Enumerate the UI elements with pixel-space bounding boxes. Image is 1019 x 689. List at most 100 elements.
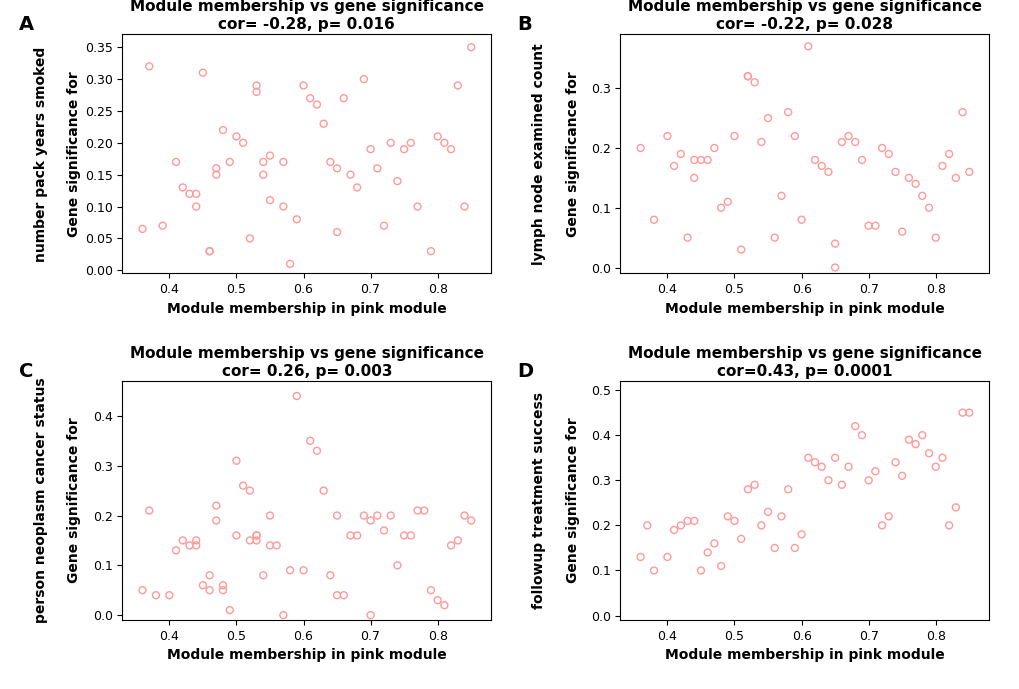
Text: Gene significance for: Gene significance for <box>67 71 82 237</box>
Point <box>772 190 789 201</box>
Point <box>746 480 762 491</box>
Point <box>913 430 929 441</box>
Point <box>242 233 258 244</box>
Point <box>362 144 378 155</box>
Point <box>187 535 204 546</box>
Point <box>302 93 318 104</box>
Point <box>395 530 412 541</box>
Point <box>187 540 204 551</box>
Point <box>672 520 688 531</box>
Point <box>429 595 445 606</box>
Point <box>455 201 472 212</box>
Point <box>672 148 688 159</box>
Point <box>395 144 412 155</box>
Point <box>954 407 970 418</box>
Point <box>342 169 359 181</box>
Point <box>201 246 217 257</box>
Point <box>645 565 661 576</box>
Point <box>275 156 291 167</box>
Point <box>322 156 338 167</box>
Point <box>920 448 936 459</box>
Point <box>328 590 344 601</box>
Point <box>759 506 775 517</box>
Point <box>348 182 365 193</box>
Point <box>342 530 359 541</box>
Point <box>699 547 715 558</box>
Point <box>382 510 398 521</box>
Point <box>449 535 466 546</box>
Point <box>793 214 809 225</box>
Point <box>262 510 278 521</box>
Point <box>201 585 217 596</box>
Point <box>806 154 822 165</box>
Point <box>947 172 963 183</box>
Point <box>739 71 755 82</box>
Point <box>328 510 344 521</box>
Point <box>309 99 325 110</box>
Point <box>913 190 929 201</box>
Title: Module membership vs gene significance
cor= 0.26, p= 0.003: Module membership vs gene significance c… <box>129 346 483 378</box>
X-axis label: Module membership in pink module: Module membership in pink module <box>167 648 446 662</box>
Point <box>275 610 291 621</box>
Point <box>375 220 391 232</box>
Point <box>793 529 809 540</box>
Point <box>705 538 721 549</box>
Point <box>463 515 479 526</box>
Point <box>375 525 391 536</box>
Point <box>712 203 729 214</box>
Point <box>780 484 796 495</box>
Point <box>315 119 331 130</box>
Point <box>846 136 862 147</box>
Point <box>826 452 843 463</box>
Point <box>686 515 702 526</box>
Title: Module membership vs gene significance
cor=0.43, p= 0.0001: Module membership vs gene significance c… <box>628 346 981 378</box>
Text: B: B <box>517 15 531 34</box>
Point <box>907 439 923 450</box>
Point <box>826 262 843 273</box>
Point <box>195 579 211 590</box>
Point <box>135 223 151 234</box>
Point <box>442 540 459 551</box>
Point <box>853 154 869 165</box>
Point <box>733 244 749 255</box>
Point <box>840 461 856 472</box>
Text: Gene significance for: Gene significance for <box>565 418 579 584</box>
Text: A: A <box>19 15 35 34</box>
Point <box>148 590 164 601</box>
Point <box>679 232 695 243</box>
Text: person neoplasm cancer status: person neoplasm cancer status <box>35 378 48 624</box>
Point <box>933 452 950 463</box>
Point <box>658 130 675 141</box>
Point <box>328 163 344 174</box>
Point <box>268 540 284 551</box>
Point <box>328 227 344 238</box>
Point <box>423 246 439 257</box>
Point <box>249 530 265 541</box>
Point <box>423 585 439 596</box>
Point <box>639 520 655 531</box>
Point <box>686 154 702 165</box>
Point <box>887 166 903 177</box>
Point <box>766 232 783 243</box>
Point <box>208 500 224 511</box>
Point <box>335 590 352 601</box>
Point <box>262 150 278 161</box>
X-axis label: Module membership in pink module: Module membership in pink module <box>664 302 944 316</box>
Point <box>315 485 331 496</box>
Point <box>846 421 862 432</box>
Point <box>894 471 910 482</box>
Point <box>463 42 479 53</box>
Point <box>806 457 822 468</box>
Point <box>281 258 298 269</box>
Point <box>141 505 157 516</box>
Point <box>369 510 385 521</box>
Point <box>369 163 385 174</box>
Point <box>926 461 943 472</box>
Point <box>288 214 305 225</box>
Point <box>389 176 406 187</box>
Point <box>866 466 882 477</box>
Point <box>348 530 365 541</box>
Point <box>645 214 661 225</box>
Text: lymph node examined count: lymph node examined count <box>532 43 546 265</box>
Text: number pack years smoked: number pack years smoked <box>35 46 48 262</box>
